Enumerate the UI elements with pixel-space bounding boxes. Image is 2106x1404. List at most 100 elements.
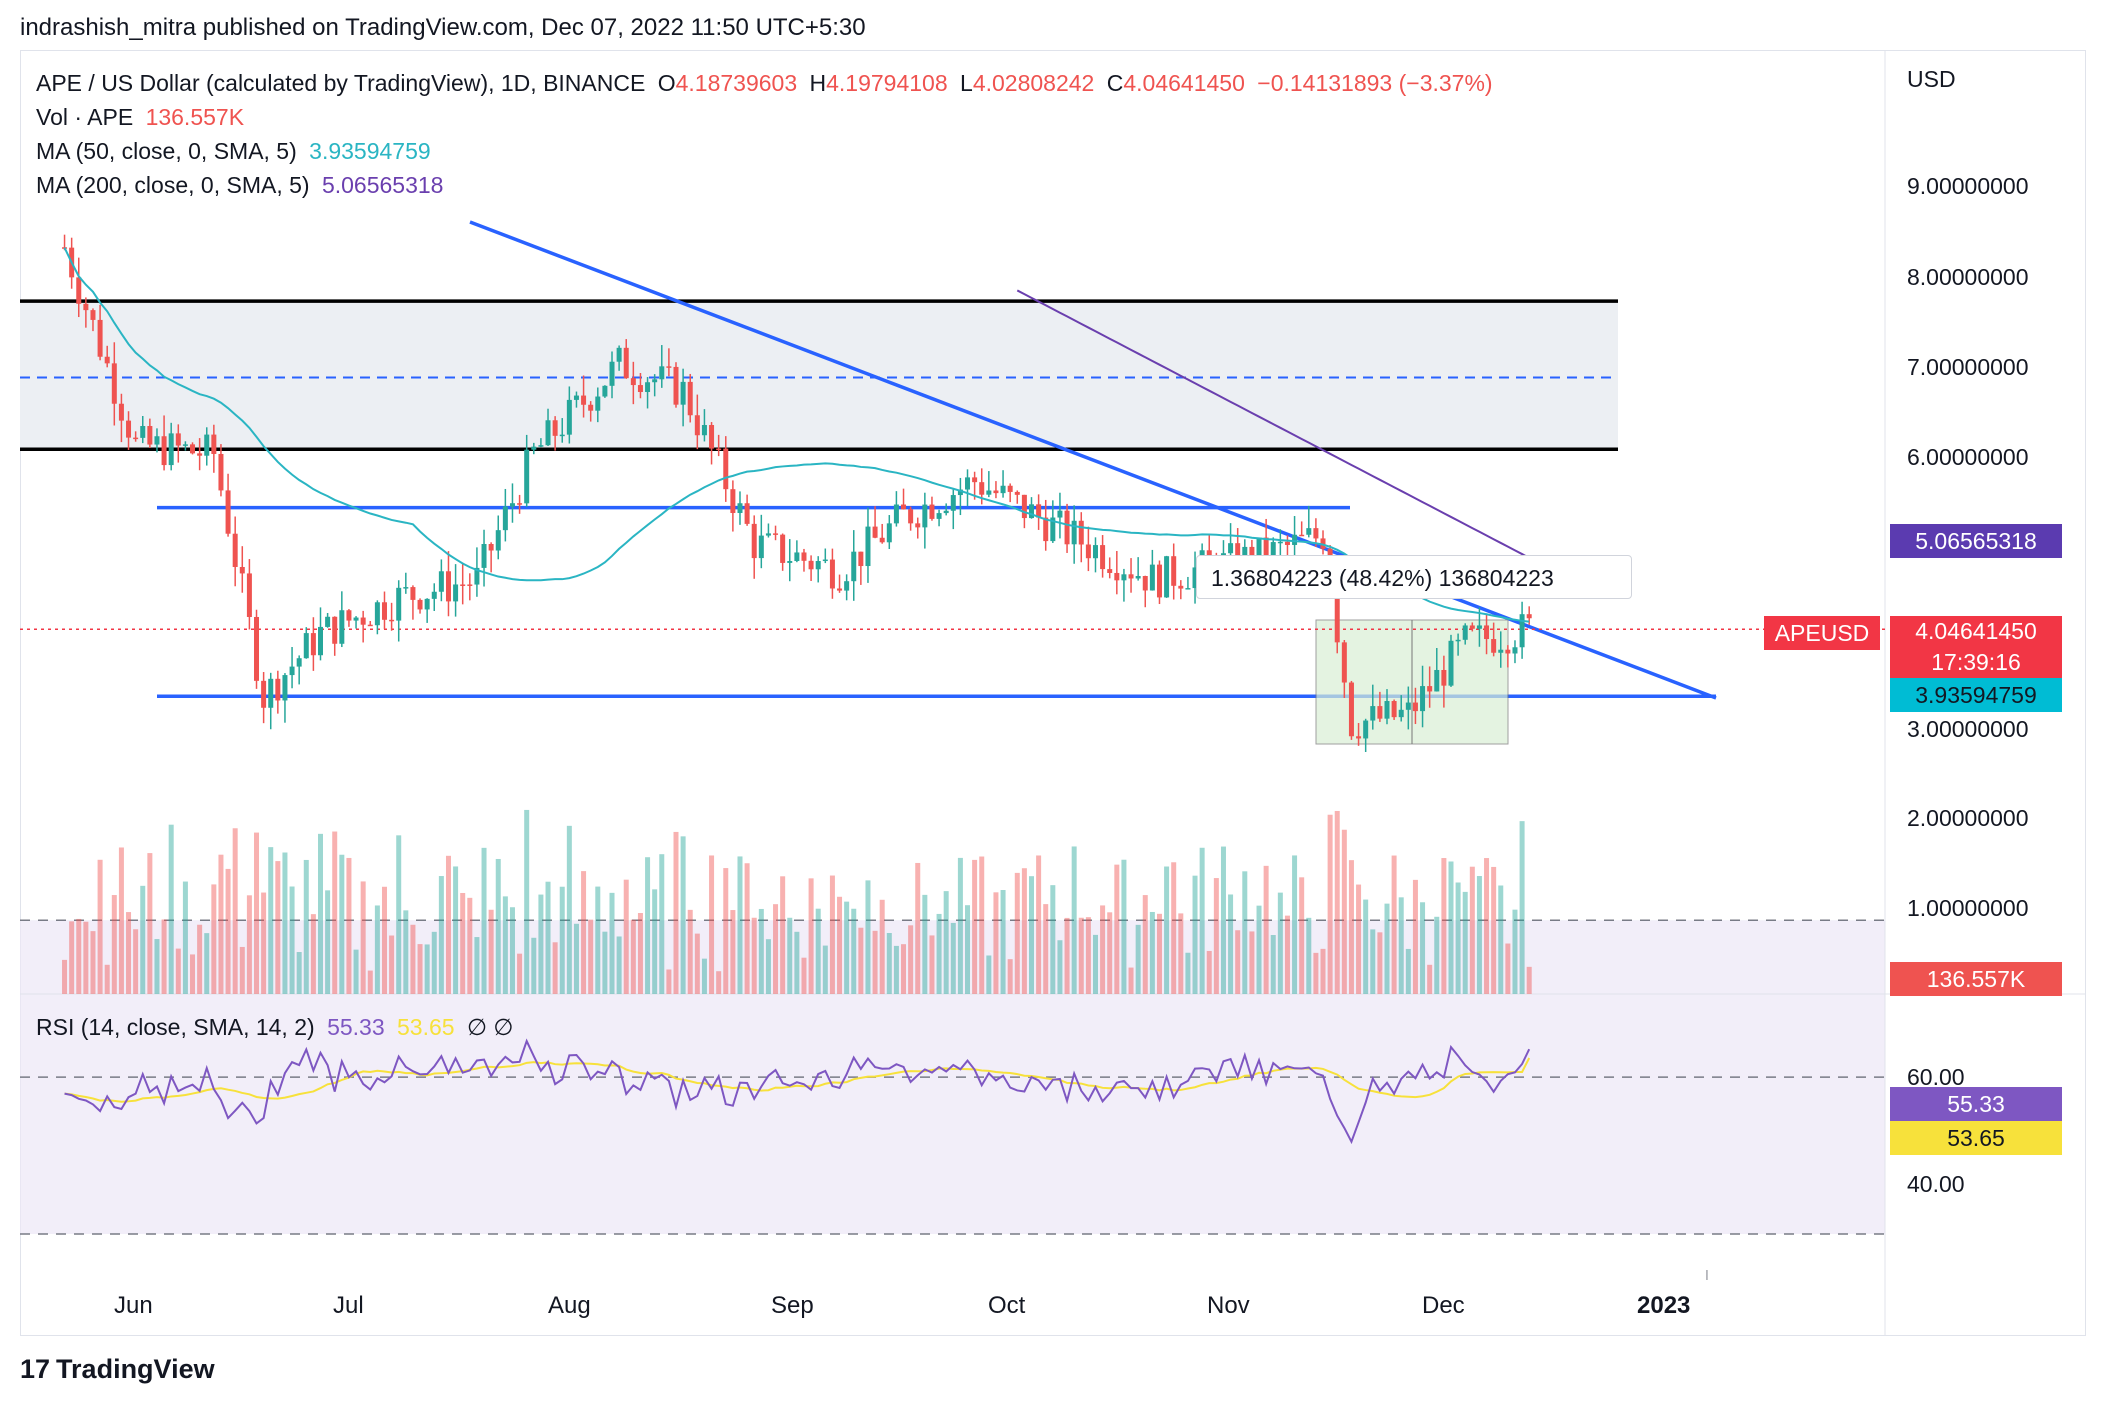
candle-body	[197, 453, 203, 456]
vol-label: Vol · APE	[36, 104, 134, 130]
volume-bar	[652, 889, 658, 994]
candle-body	[104, 356, 110, 364]
candle-body	[851, 551, 857, 582]
candle-body	[1185, 588, 1191, 590]
volume-bar	[1192, 875, 1198, 994]
volume-bar	[1178, 913, 1184, 994]
candle-body	[979, 482, 985, 495]
volume-bar	[879, 899, 885, 994]
candle-body	[801, 552, 807, 561]
candle-body	[716, 448, 722, 451]
candle-body	[396, 587, 402, 621]
volume-bar	[126, 912, 132, 994]
candle-body	[1021, 494, 1027, 519]
candle-body	[844, 581, 850, 591]
candle-body	[680, 381, 686, 405]
candle-body	[1320, 538, 1326, 549]
candle-body	[83, 303, 89, 311]
candle-body	[1142, 576, 1148, 591]
volume-bar	[1512, 909, 1518, 994]
tradingview-footer[interactable]: 17 TradingView	[20, 1354, 215, 1385]
volume-bar	[225, 868, 231, 994]
rsi-line	[64, 1038, 1531, 1145]
volume-tag: 136.557K	[1890, 962, 2062, 996]
candle-body	[310, 633, 316, 656]
volume-bar	[353, 949, 359, 994]
price-tick: 1.00000000	[1907, 895, 2029, 921]
ma50-legend: MA (50, close, 0, SMA, 5) 3.93594759	[36, 138, 437, 165]
rsi-tag: 55.33	[1890, 1087, 2062, 1121]
candle-body	[246, 573, 252, 617]
publisher-header: indrashish_mitra published on TradingVie…	[20, 14, 866, 41]
symbol-name: APE / US Dollar (calculated by TradingVi…	[36, 70, 646, 96]
volume-bar	[623, 879, 629, 994]
volume-bar	[886, 933, 892, 994]
candle-body	[154, 436, 160, 445]
candle-body	[1171, 556, 1177, 586]
volume-bar	[1164, 866, 1170, 994]
rsi-sma-value: 53.65	[397, 1014, 455, 1040]
volume-bar	[517, 953, 523, 994]
volume-bar	[901, 944, 907, 994]
volume-bar	[566, 825, 572, 994]
vol-value: 136.557K	[145, 104, 245, 130]
volume-bar	[1420, 902, 1426, 994]
candle-body	[445, 571, 451, 602]
candle-body	[1085, 544, 1091, 559]
candle-body	[865, 526, 871, 567]
close-price-tag: 4.04641450 17:39:16	[1890, 616, 2062, 678]
candle-body	[90, 310, 96, 320]
candle-body	[1498, 649, 1504, 653]
candle-body	[1484, 625, 1490, 640]
volume-bar	[246, 895, 252, 994]
volume-bar	[730, 910, 736, 994]
rsi-value: 55.33	[327, 1014, 385, 1040]
volume-bar	[765, 939, 771, 994]
candle-body	[886, 523, 892, 543]
rsi-label: RSI (14, close, SMA, 14, 2)	[36, 1014, 315, 1040]
volume-bar	[666, 969, 672, 994]
candle-body	[780, 534, 786, 563]
candle-body	[1398, 709, 1404, 718]
candle-body	[573, 395, 579, 400]
candle-body	[822, 559, 828, 562]
volume-bar	[1228, 894, 1234, 994]
volume-bar	[1377, 932, 1383, 994]
volume-bar	[1128, 967, 1134, 994]
volume-bar	[431, 931, 437, 994]
volume-bar	[289, 886, 295, 994]
close-label: C	[1106, 70, 1124, 96]
volume-bar	[1327, 814, 1333, 994]
volume-bar	[1370, 929, 1376, 994]
candle-body	[1377, 706, 1383, 719]
volume-bar	[1320, 948, 1326, 994]
volume-bar	[1441, 858, 1447, 994]
volume-bar	[1064, 917, 1070, 994]
candle-body	[1512, 647, 1518, 654]
candle-body	[296, 658, 302, 667]
volume-bar	[1050, 885, 1056, 994]
volume-bar	[1220, 846, 1226, 994]
x-label-dec: Dec	[1422, 1292, 1465, 1319]
candle-body	[1092, 545, 1098, 559]
candle-body	[858, 551, 864, 567]
candle-body	[325, 616, 331, 627]
volume-bar	[374, 905, 380, 994]
candle-body	[1405, 702, 1411, 710]
candle-body	[1064, 510, 1070, 545]
low-label: L	[960, 70, 973, 96]
volume-bar	[1299, 877, 1305, 994]
volume-bar	[1071, 846, 1077, 994]
candle-body	[1341, 642, 1347, 683]
candle-body	[1135, 576, 1141, 579]
candle-body	[140, 426, 146, 438]
volume-bar	[1149, 911, 1155, 994]
volume-bar	[1519, 821, 1525, 994]
volume-bar	[1185, 952, 1191, 994]
price-tick: 7.00000000	[1907, 354, 2029, 380]
volume-bar	[211, 884, 217, 994]
price-tick: 8.00000000	[1907, 264, 2029, 290]
ma200-legend: MA (200, close, 0, SMA, 5) 5.06565318	[36, 172, 449, 199]
volume-bar	[1057, 940, 1063, 994]
